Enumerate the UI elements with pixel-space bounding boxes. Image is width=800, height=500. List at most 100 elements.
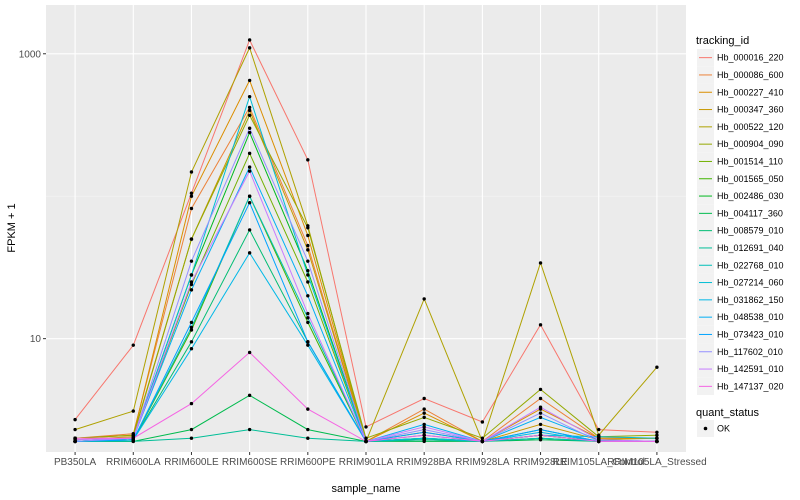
data-point (422, 430, 426, 435)
data-point (189, 273, 194, 277)
data-point (189, 320, 194, 325)
legend-label: Hb_012691_040 (717, 243, 784, 253)
x-tick-label: RRIM600SE (222, 457, 278, 468)
data-point (422, 436, 426, 440)
legend-label: Hb_002486_030 (717, 191, 784, 201)
legend-status-label: OK (717, 424, 730, 434)
data-point (247, 427, 252, 432)
legend-label: Hb_000904_090 (717, 139, 784, 149)
data-point (247, 94, 252, 99)
grid-major (46, 5, 686, 452)
data-point (306, 273, 310, 277)
data-point (480, 420, 485, 424)
data-point (422, 425, 426, 429)
data-point (73, 417, 77, 422)
x-tick-label: RRIM105LA_Control (553, 457, 645, 468)
x-tick-label: RRIM901LA (339, 457, 394, 468)
data-point (189, 280, 194, 284)
data-point (422, 422, 426, 427)
data-point (422, 427, 426, 432)
data-point (306, 233, 310, 238)
data-point (189, 206, 194, 211)
data-point (364, 425, 368, 429)
data-point (538, 422, 543, 427)
legend-label: Hb_000086_600 (717, 70, 784, 80)
data-point (73, 427, 77, 432)
data-point (480, 436, 485, 440)
data-point (247, 108, 252, 113)
data-point (247, 169, 252, 173)
data-point (538, 405, 543, 409)
data-point (247, 46, 252, 50)
data-point (306, 248, 310, 252)
legend-label: Hb_117602_010 (717, 347, 783, 357)
data-point (247, 113, 252, 117)
data-point (189, 170, 194, 174)
x-axis-title: sample_name (331, 483, 400, 495)
y-axis: 10 1000 (19, 49, 46, 345)
data-point (306, 243, 310, 248)
data-point (538, 427, 543, 432)
data-point (247, 126, 252, 130)
data-point (597, 427, 601, 432)
data-point (306, 343, 310, 347)
data-point (189, 191, 194, 195)
data-point (189, 340, 194, 344)
data-point (306, 294, 310, 298)
legend-label: Hb_022768_010 (717, 260, 784, 270)
legend-label: Hb_000227_410 (717, 87, 784, 97)
data-point (189, 346, 194, 351)
data-point (247, 165, 252, 169)
data-point (655, 436, 659, 440)
x-tick-label: PB350LA (54, 457, 97, 468)
data-point (247, 201, 252, 205)
data-point (306, 427, 310, 432)
data-point (189, 194, 194, 198)
y-axis-title: FPKM + 1 (6, 203, 18, 252)
data-point (247, 151, 252, 156)
data-point (538, 261, 543, 265)
data-point (422, 297, 426, 301)
data-point (480, 439, 485, 444)
x-tick-label: RRIM600LA (106, 457, 161, 468)
data-point (597, 434, 601, 439)
data-point (538, 433, 543, 437)
data-point (538, 396, 543, 401)
x-tick-label: RRIM600LE (164, 457, 219, 468)
data-point (247, 393, 252, 398)
legend-label: Hb_142591_010 (717, 364, 784, 374)
data-point (247, 105, 252, 110)
data-point (189, 436, 194, 440)
x-tick-label: RRIM928BA (396, 457, 452, 468)
data-point (306, 268, 310, 273)
legend-items: Hb_000016_220 Hb_000086_600 Hb_000227_410 H… (697, 49, 784, 395)
legend-label: Hb_027214_060 (717, 278, 784, 288)
legend-label: Hb_000347_360 (717, 105, 784, 115)
data-point (538, 436, 543, 440)
data-point (422, 396, 426, 401)
x-tick-label: RRIM928LE (513, 457, 568, 468)
data-point (538, 323, 543, 327)
x-tick-label: RRIM105LA_Stressed (607, 457, 707, 468)
data-point (306, 259, 310, 263)
data-point (189, 328, 194, 332)
data-point (364, 436, 368, 440)
legend-label: Hb_073423_010 (717, 329, 784, 339)
data-point (422, 415, 426, 420)
data-point (538, 415, 543, 420)
data-point (73, 436, 77, 440)
data-point (422, 433, 426, 437)
data-point (306, 226, 310, 230)
data-point (247, 251, 252, 255)
data-point (189, 325, 194, 330)
legend-label: Hb_000522_120 (717, 122, 784, 132)
data-point (306, 436, 310, 440)
data-point (538, 411, 543, 415)
legend-label: Hb_000016_220 (717, 53, 784, 63)
data-point (189, 237, 194, 241)
data-point (306, 311, 310, 316)
data-point (247, 228, 252, 232)
data-point (247, 78, 252, 83)
y-tick-label: 10 (30, 334, 42, 345)
